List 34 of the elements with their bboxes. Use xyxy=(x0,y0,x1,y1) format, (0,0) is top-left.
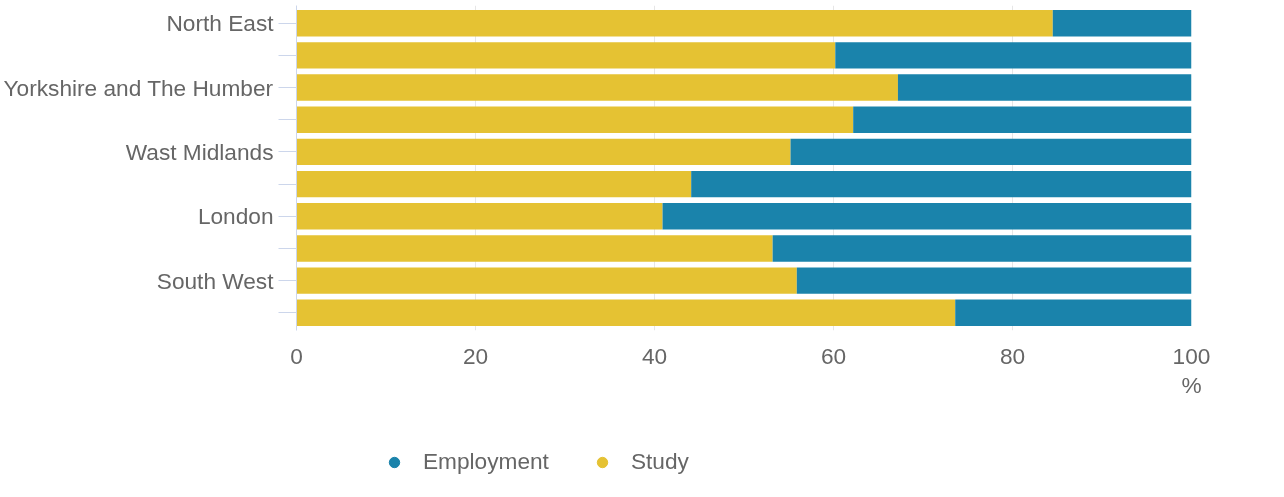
x-tick-label: 20 xyxy=(462,342,489,369)
y-tick-label: Wast Midlands xyxy=(125,138,274,165)
bar xyxy=(772,235,1192,262)
bar xyxy=(1052,10,1192,37)
x-tick-label: 60 xyxy=(820,342,847,369)
bar xyxy=(796,267,1192,294)
x-tick-label: 0 xyxy=(290,342,303,369)
bar xyxy=(296,235,773,262)
y-tick-label: London xyxy=(197,203,274,230)
bar xyxy=(835,42,1192,69)
bar xyxy=(296,138,791,166)
bar xyxy=(955,299,1192,326)
bar xyxy=(691,170,1192,198)
y-tick-label: Yorkshire and The Humber xyxy=(3,74,274,101)
x-tick-label: 80 xyxy=(999,342,1026,369)
y-tick-label: South West xyxy=(156,267,275,294)
x-tick-label: 100 xyxy=(1172,342,1211,369)
bar xyxy=(296,299,956,326)
bar xyxy=(662,203,1192,230)
legend-label: Study xyxy=(630,448,689,475)
legend-label: Employment xyxy=(423,448,549,475)
bar xyxy=(296,42,836,69)
x-axis-title: % xyxy=(1181,371,1202,398)
bar xyxy=(853,106,1192,133)
bar xyxy=(897,74,1192,101)
y-tick-label: North East xyxy=(166,10,275,37)
bar xyxy=(296,74,898,101)
bar xyxy=(296,170,692,198)
bar xyxy=(296,267,797,294)
bar xyxy=(296,203,663,230)
bar xyxy=(296,10,1053,37)
bar xyxy=(296,106,854,133)
x-tick-label: 40 xyxy=(641,342,668,369)
bar xyxy=(790,138,1192,166)
